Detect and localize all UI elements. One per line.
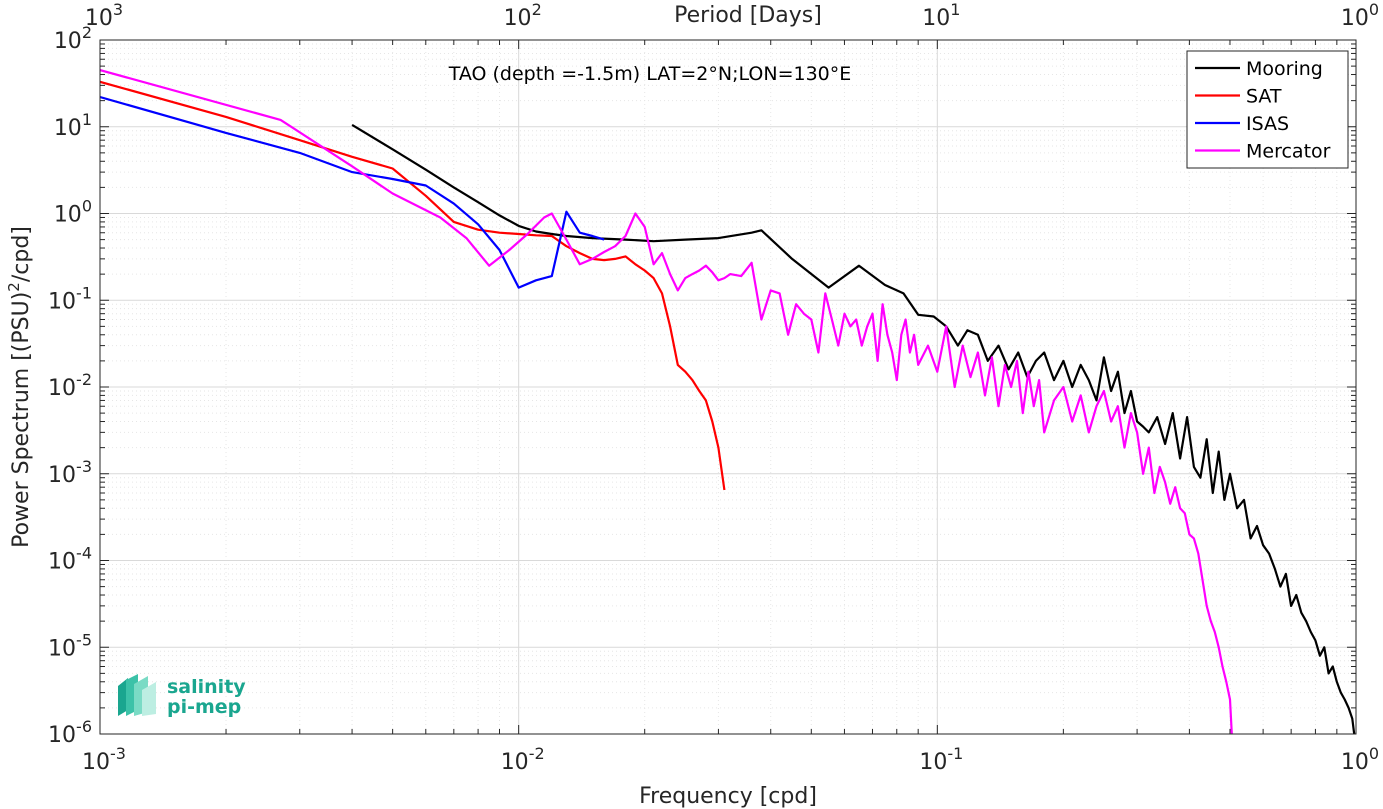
legend-label-isas: ISAS <box>1246 113 1289 135</box>
y-tick-label: 10-1 <box>48 283 92 314</box>
y-tick-label: 101 <box>54 110 92 141</box>
logo-shape <box>118 678 128 716</box>
y-tick-label: 100 <box>54 197 92 228</box>
legend-label-mercator: Mercator <box>1246 141 1331 163</box>
series-group <box>100 69 1356 734</box>
series-line-mooring <box>351 123 1356 734</box>
series-line-sat <box>100 80 726 491</box>
y-tick-label: 10-6 <box>48 717 92 748</box>
y-axis-label: Power Spectrum [(PSU)2/cpd] <box>5 226 34 548</box>
x-tick-label: 100 <box>1341 744 1379 775</box>
legend-label-sat: SAT <box>1246 86 1282 108</box>
y-axis-label-main: Power Spectrum [(PSU) <box>9 292 34 548</box>
y-axis-label-tail: /cpd] <box>9 226 34 282</box>
axis-ticks <box>100 40 1356 734</box>
y-axis-label-sup: 2 <box>5 282 23 292</box>
top-tick-label: 100 <box>1341 0 1379 31</box>
legend-box <box>1186 50 1349 169</box>
top-tick-label: 103 <box>85 0 123 31</box>
chart-title: TAO (depth =-1.5m) LAT=2°N;LON=130°E <box>448 63 852 85</box>
legend-label-mooring: Mooring <box>1246 58 1323 80</box>
x-tick-label: 10-1 <box>919 744 963 775</box>
logo-shape <box>142 682 156 716</box>
logo-text-salinity: salinity <box>167 676 246 698</box>
logo-text-pimep: pi-mep <box>167 696 241 718</box>
x-axis-label: Frequency [cpd] <box>639 784 817 809</box>
x-tick-label: 10-3 <box>82 744 126 775</box>
top-tick-label: 102 <box>504 0 542 31</box>
y-tick-label: 102 <box>54 23 92 54</box>
series-line-mercator <box>100 69 1233 734</box>
logo-mark-icon <box>118 674 156 716</box>
top-axis-label: Period [Days] <box>674 3 822 28</box>
y-tick-label: 10-4 <box>48 544 92 575</box>
logo: salinity pi-mep <box>118 674 246 718</box>
legend: Mooring SAT ISAS Mercator <box>1186 50 1349 169</box>
y-tick-label: 10-5 <box>48 630 92 661</box>
series-line-isas <box>100 95 605 289</box>
x-tick-label: 10-2 <box>501 744 545 775</box>
grid <box>100 40 1356 734</box>
y-tick-label: 10-2 <box>48 370 92 401</box>
top-tick-label: 101 <box>922 0 960 31</box>
y-tick-label: 10-3 <box>48 457 92 488</box>
